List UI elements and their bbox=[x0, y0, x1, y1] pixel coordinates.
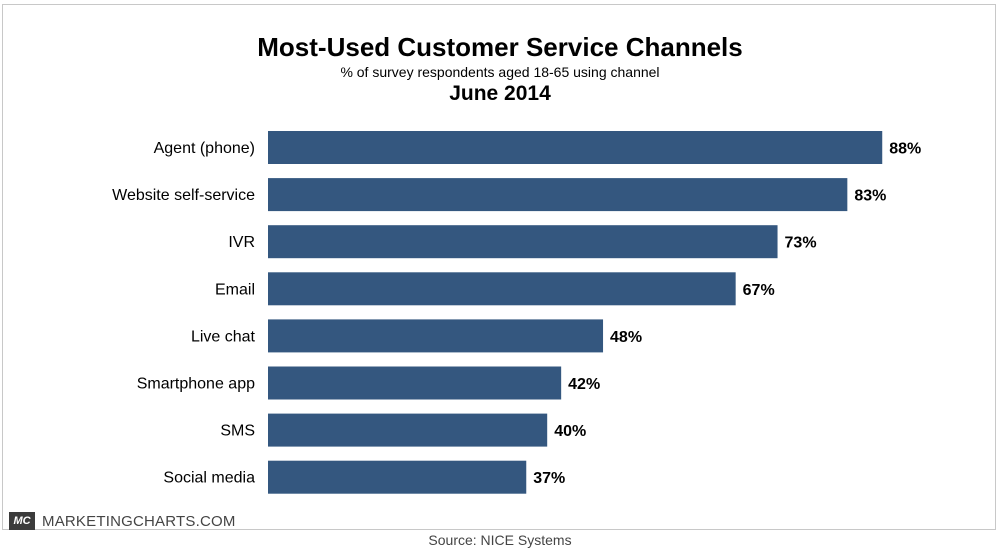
category-label-email: Email bbox=[215, 281, 255, 298]
value-label-email: 67% bbox=[743, 282, 775, 299]
chart-subtitle: % of survey respondents aged 18-65 using… bbox=[340, 64, 660, 80]
value-label-sms: 40% bbox=[554, 423, 586, 440]
bar-smartphone-app bbox=[268, 366, 562, 400]
value-label-agent-phone: 88% bbox=[889, 141, 921, 158]
chart-title: Most-Used Customer Service Channels bbox=[257, 32, 743, 62]
source-note: Source: NICE Systems bbox=[428, 532, 572, 548]
category-label-ivr: IVR bbox=[228, 234, 255, 251]
value-label-social-media: 37% bbox=[533, 470, 565, 487]
bar-social-media bbox=[268, 460, 527, 494]
category-label-smartphone-app: Smartphone app bbox=[137, 376, 255, 393]
category-label-social-media: Social media bbox=[163, 470, 255, 487]
bar-email bbox=[268, 272, 736, 306]
bar-sms bbox=[268, 413, 548, 447]
chart-period: June 2014 bbox=[449, 82, 551, 105]
value-label-website-self-service: 83% bbox=[854, 188, 886, 205]
category-label-live-chat: Live chat bbox=[191, 328, 256, 345]
bar-agent-phone bbox=[268, 131, 883, 164]
brand: MC MARKETINGCHARTS.COM bbox=[9, 512, 236, 530]
value-label-live-chat: 48% bbox=[610, 329, 642, 346]
brand-name: MARKETINGCHARTS.COM bbox=[42, 512, 236, 530]
bar-website-self-service bbox=[268, 178, 848, 212]
value-label-ivr: 73% bbox=[785, 235, 817, 252]
brand-logo: MC bbox=[9, 512, 35, 530]
category-label-sms: SMS bbox=[220, 423, 255, 440]
category-label-website-self-service: Website self-service bbox=[112, 187, 255, 204]
bar-live-chat bbox=[268, 319, 604, 353]
bar-ivr bbox=[268, 225, 778, 259]
category-label-agent-phone: Agent (phone) bbox=[154, 140, 255, 157]
value-label-smartphone-app: 42% bbox=[568, 376, 600, 393]
